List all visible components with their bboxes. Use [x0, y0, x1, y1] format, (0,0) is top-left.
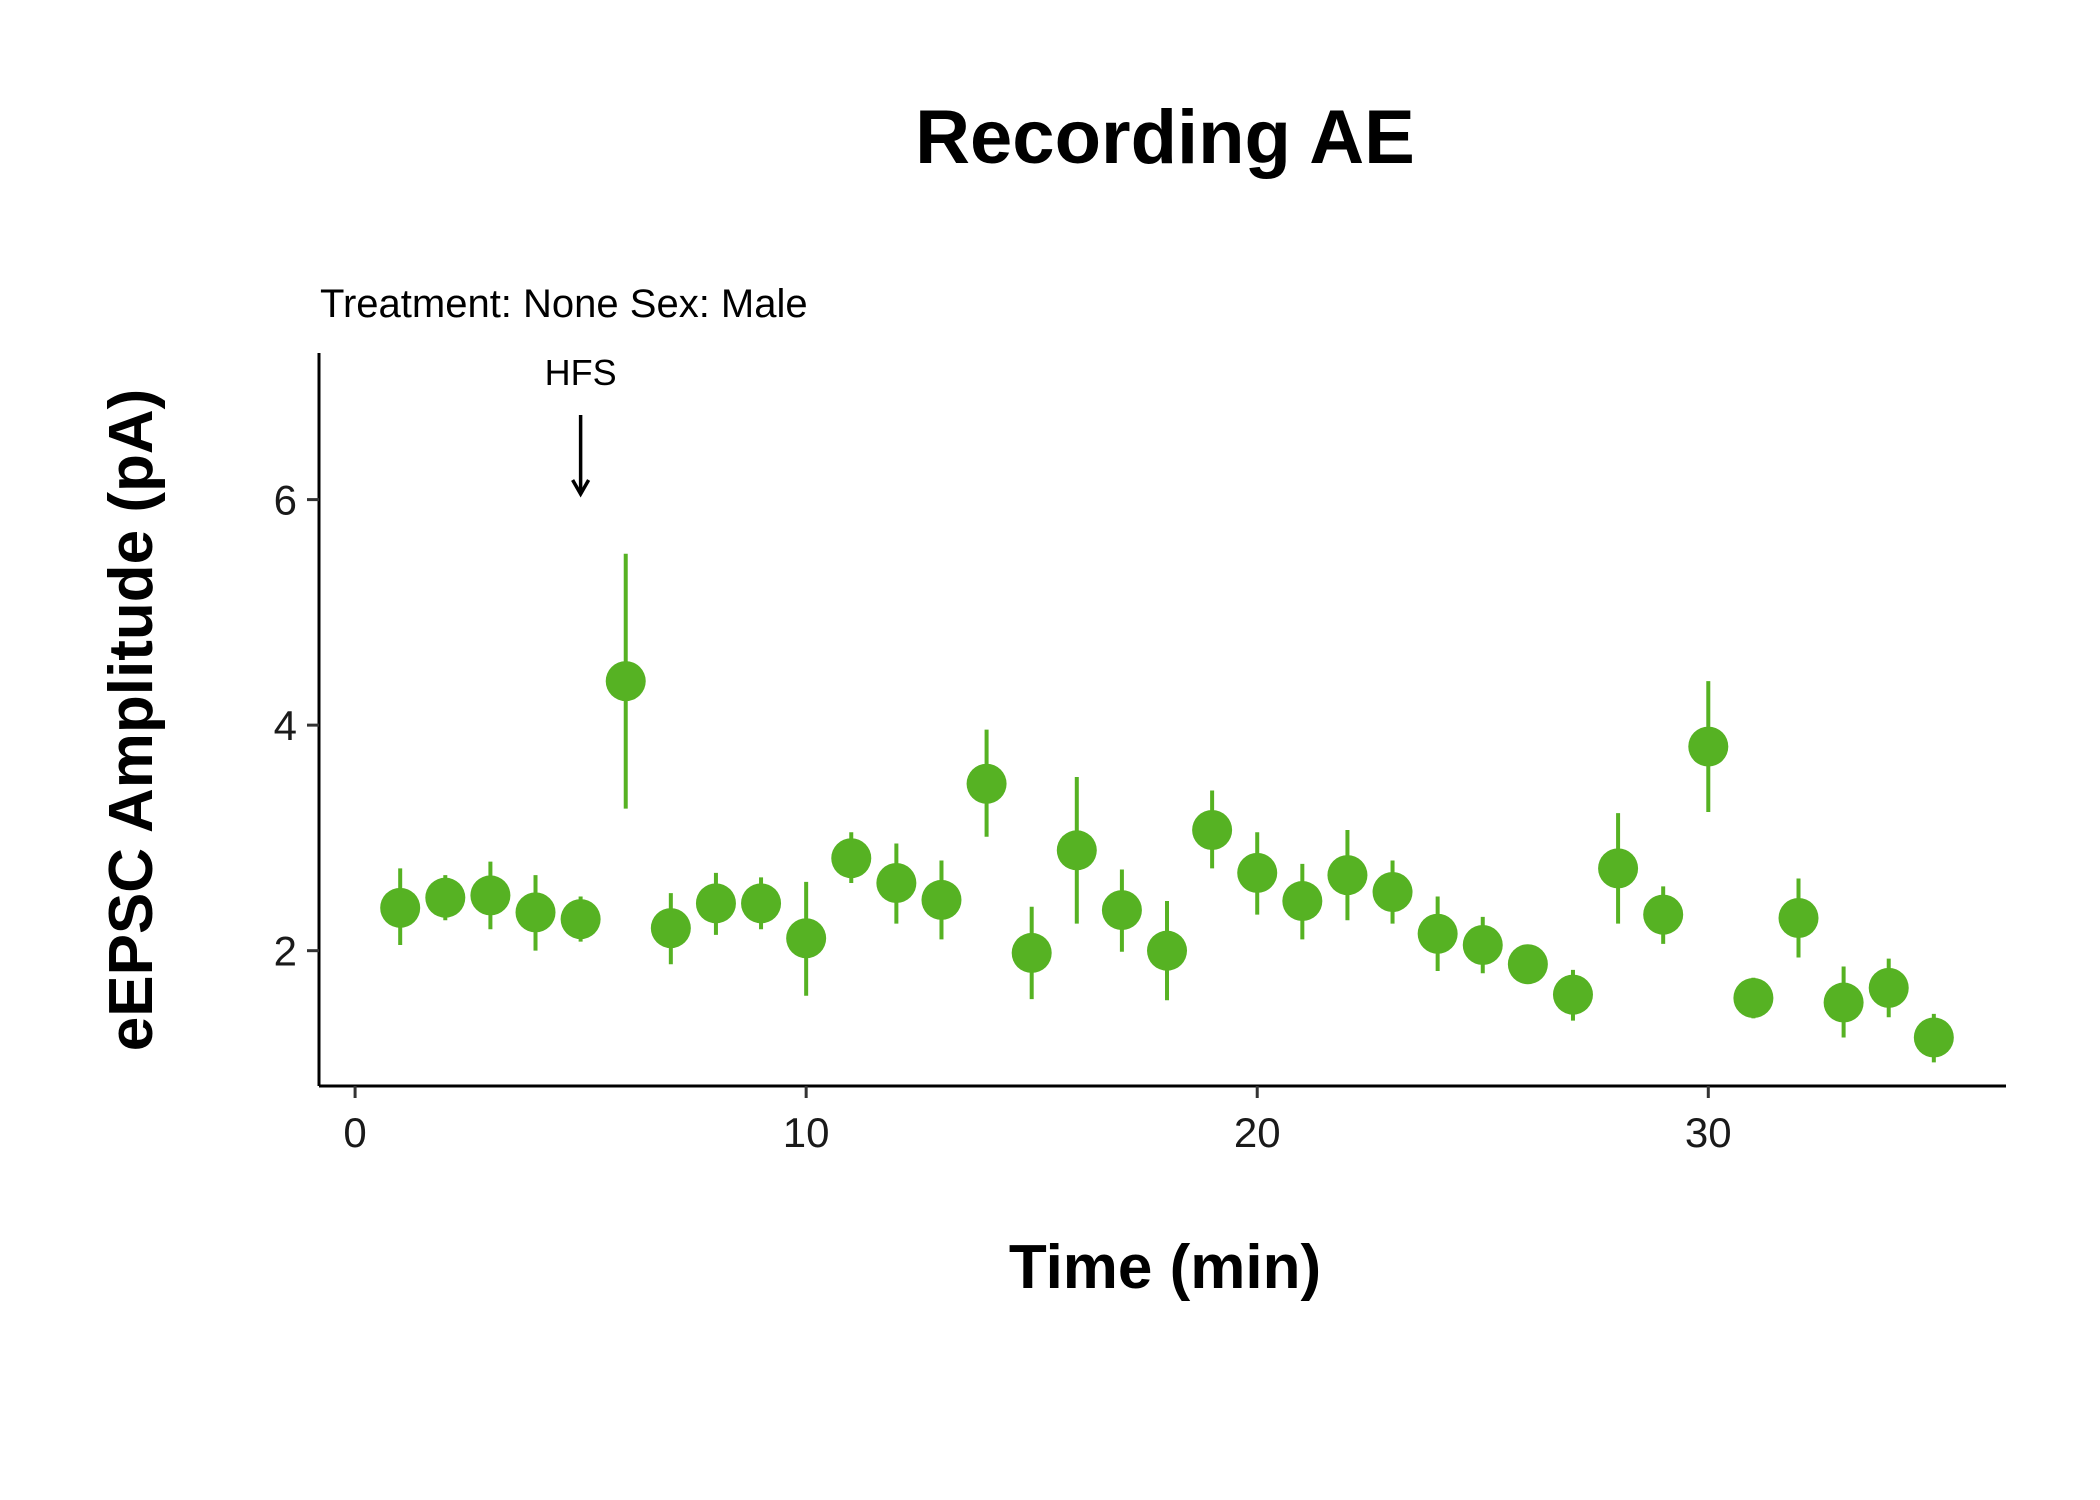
data-point — [1237, 852, 1278, 893]
data-point — [1192, 810, 1233, 851]
x-axis-title: Time (min) — [1009, 1233, 1321, 1302]
data-point — [1327, 855, 1368, 896]
data-point — [1417, 913, 1458, 954]
data-point — [650, 908, 691, 949]
hfs-arrow-head — [571, 479, 591, 498]
data-point — [1507, 944, 1548, 985]
data-point — [876, 863, 917, 904]
data-point — [605, 661, 646, 702]
data-point — [1823, 982, 1864, 1023]
data-point — [470, 875, 511, 916]
data-point — [786, 918, 827, 959]
hfs-label: HFS — [545, 352, 617, 393]
y-tick-label: 6 — [274, 477, 297, 524]
chart-subtitle: Treatment: None Sex: Male — [320, 282, 808, 326]
data-point — [1913, 1017, 1954, 1058]
error-bars — [398, 553, 1936, 1063]
data-point — [425, 877, 466, 918]
hfs-annotation: HFS — [545, 352, 617, 498]
data-point — [1056, 830, 1097, 871]
x-tick-label: 30 — [1685, 1109, 1732, 1156]
x-tick-label: 0 — [343, 1109, 366, 1156]
data-point — [515, 892, 556, 933]
data-point — [1733, 978, 1774, 1019]
data-point — [695, 883, 736, 924]
data-point — [1552, 974, 1593, 1015]
y-tick-label: 2 — [274, 928, 297, 975]
chart-title: Recording AE — [915, 95, 1415, 180]
data-point — [831, 838, 872, 879]
data-point — [560, 899, 601, 940]
data-point — [1643, 894, 1684, 935]
y-axis-title: eEPSC Amplitude (pA) — [97, 389, 166, 1052]
data-point — [380, 887, 421, 928]
x-tick-label: 20 — [1234, 1109, 1281, 1156]
data-point — [1282, 881, 1323, 922]
data-points — [380, 661, 1954, 1058]
data-point — [1101, 890, 1142, 931]
y-tick-label: 4 — [274, 702, 297, 749]
data-point — [741, 883, 782, 924]
data-point — [1147, 930, 1188, 971]
data-point — [1688, 726, 1729, 767]
data-point — [1868, 967, 1909, 1008]
data-point — [1462, 925, 1503, 966]
data-point — [1778, 897, 1819, 938]
data-point — [1011, 932, 1052, 973]
x-tick-label: 10 — [783, 1109, 830, 1156]
data-point — [1598, 848, 1639, 889]
data-point — [1372, 872, 1413, 913]
data-point — [921, 879, 962, 920]
ticks: 0 10 20 30 2 4 6 — [274, 477, 1732, 1156]
data-point — [966, 763, 1007, 804]
